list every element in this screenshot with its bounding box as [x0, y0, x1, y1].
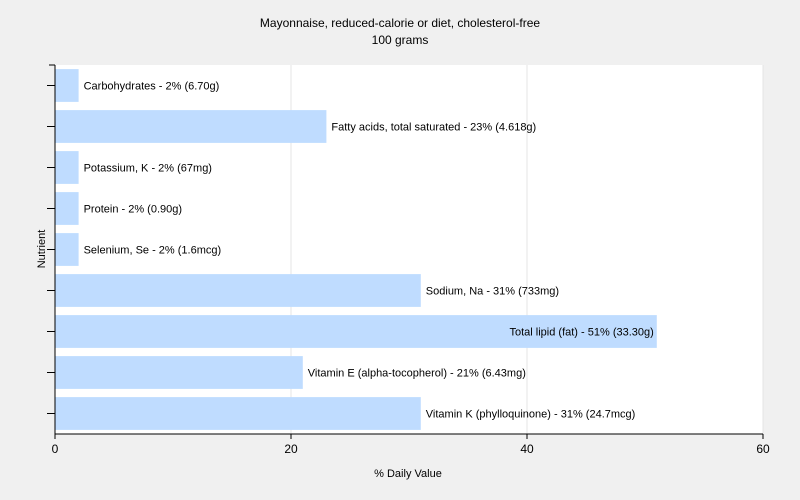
x-tick-label: 40 — [520, 442, 534, 456]
bar — [55, 69, 79, 102]
bar-data-label: Sodium, Na - 31% (733mg) — [426, 286, 559, 298]
x-tick-label: 20 — [284, 442, 298, 456]
bar-data-label: Total lipid (fat) - 51% (33.30g) — [510, 327, 654, 339]
bar — [55, 151, 79, 184]
bar-data-label: Selenium, Se - 2% (1.6mcg) — [84, 245, 222, 257]
x-tick-label: 0 — [52, 442, 59, 456]
x-axis-label: % Daily Value — [374, 468, 442, 480]
axes — [47, 64, 763, 435]
bar-data-label: Fatty acids, total saturated - 23% (4.61… — [331, 122, 536, 134]
bars: Carbohydrates - 2% (6.70g) Fatty acids, t… — [55, 69, 657, 430]
bar-data-label: Carbohydrates - 2% (6.70g) — [84, 81, 220, 93]
bar — [55, 110, 327, 143]
bar — [55, 397, 421, 430]
bar — [55, 192, 79, 225]
chart-title: Mayonnaise, reduced-calorie or diet, cho… — [260, 16, 540, 30]
bar-data-label: Vitamin K (phylloquinone) - 31% (24.7mcg… — [426, 409, 636, 421]
bar — [55, 356, 303, 389]
x-ticks: 0 20 40 60 — [52, 434, 770, 456]
bar — [55, 233, 79, 266]
bar-data-label: Vitamin E (alpha-tocopherol) - 21% (6.43… — [308, 368, 526, 380]
x-tick-label: 60 — [756, 442, 770, 456]
bar-data-label: Potassium, K - 2% (67mg) — [84, 163, 212, 175]
bar-data-label: Protein - 2% (0.90g) — [84, 204, 182, 216]
bar — [55, 315, 657, 348]
chart-subtitle: 100 grams — [372, 33, 429, 47]
bar — [55, 274, 421, 307]
y-axis-label: Nutrient — [36, 230, 48, 269]
